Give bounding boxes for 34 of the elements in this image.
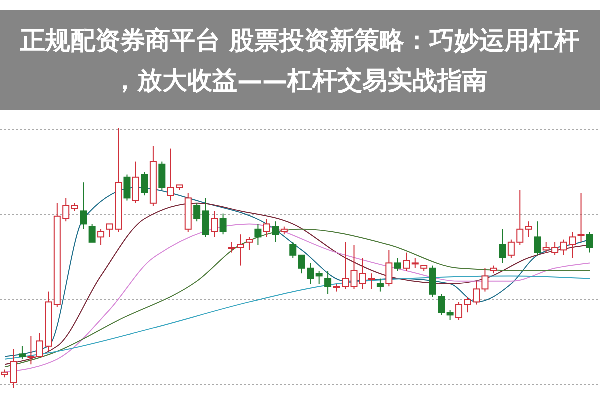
- candlestick: [438, 294, 446, 316]
- candlestick: [158, 161, 166, 191]
- candlestick: [446, 310, 454, 321]
- candlestick: [202, 198, 210, 238]
- candlestick: [403, 252, 410, 272]
- candlestick: [290, 242, 297, 258]
- candlestick: [499, 228, 506, 264]
- candlestick: [18, 346, 26, 360]
- candlestick: [124, 174, 131, 202]
- candlestick: [88, 224, 96, 243]
- candlestick: [525, 221, 532, 238]
- chart-title: 正规配资券商平台 股票投资新策略：巧妙运用杠杆，放大收益——杠杆交易实战指南: [20, 26, 580, 95]
- candlestick: [263, 218, 270, 238]
- candlestick: [412, 258, 419, 269]
- candlestick: [534, 221, 542, 256]
- candlestick: [578, 192, 585, 243]
- candlestick: [98, 228, 105, 246]
- candlestick: [386, 250, 393, 288]
- candlestick: [132, 161, 140, 204]
- candlestick: [141, 172, 148, 196]
- candlestick: [456, 302, 463, 321]
- candlestick: [376, 278, 384, 292]
- candlestick: [394, 258, 402, 272]
- candlestick: [272, 221, 280, 243]
- candlestick: [324, 270, 332, 295]
- candlestick: [28, 336, 35, 366]
- candlestick: [316, 270, 323, 284]
- candlestick: [194, 202, 201, 222]
- candlestick: [80, 182, 88, 230]
- candlestick: [220, 213, 227, 236]
- candlestick: [254, 224, 262, 246]
- candlestick: [246, 236, 253, 251]
- candlestick: [586, 232, 594, 254]
- candlestick: [211, 210, 218, 238]
